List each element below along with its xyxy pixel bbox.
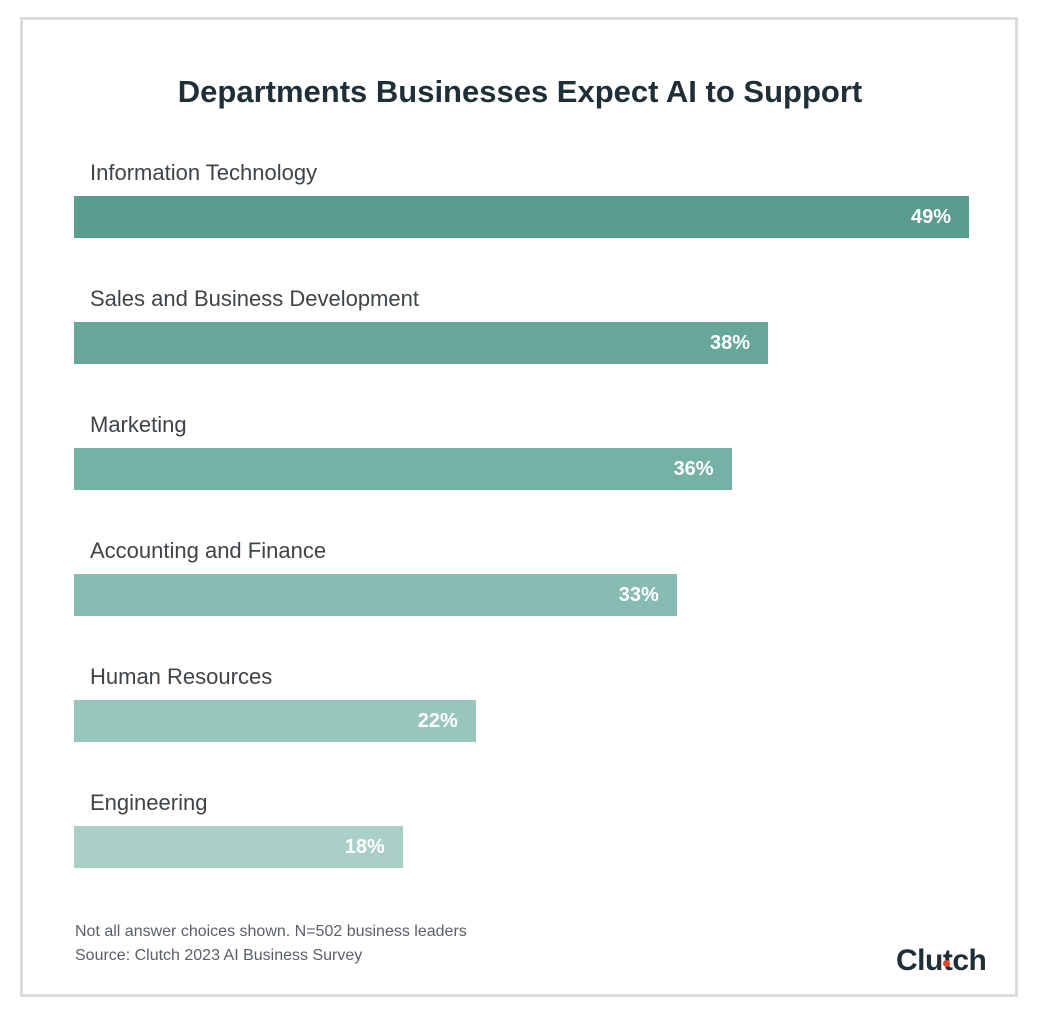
category-label: Accounting and Finance bbox=[90, 538, 327, 563]
category-label: Human Resources bbox=[90, 664, 273, 689]
clutch-logo: Clutch bbox=[896, 944, 987, 977]
category-label: Information Technology bbox=[90, 160, 318, 185]
bar: 22% bbox=[74, 700, 476, 742]
data-label: 38% bbox=[710, 332, 751, 354]
bar: 36% bbox=[74, 448, 732, 490]
footnote: Not all answer choices shown. N=502 busi… bbox=[75, 923, 467, 940]
data-label: 33% bbox=[618, 584, 659, 606]
source-note: Source: Clutch 2023 AI Business Survey bbox=[75, 947, 363, 964]
bar: 38% bbox=[74, 322, 769, 364]
chart-frame bbox=[20, 17, 1018, 997]
bar: 18% bbox=[74, 826, 403, 868]
chart-title: Departments Businesses Expect AI to Supp… bbox=[177, 74, 863, 109]
bar: 49% bbox=[74, 196, 969, 238]
category-label: Marketing bbox=[90, 412, 187, 437]
data-label: 18% bbox=[344, 836, 385, 858]
bar: 33% bbox=[74, 574, 677, 616]
category-label: Sales and Business Development bbox=[90, 286, 419, 311]
data-label: 36% bbox=[673, 458, 714, 480]
logo-dot bbox=[943, 960, 950, 967]
data-label: 49% bbox=[910, 206, 951, 228]
data-label: 22% bbox=[417, 710, 458, 732]
category-label: Engineering bbox=[90, 790, 208, 815]
